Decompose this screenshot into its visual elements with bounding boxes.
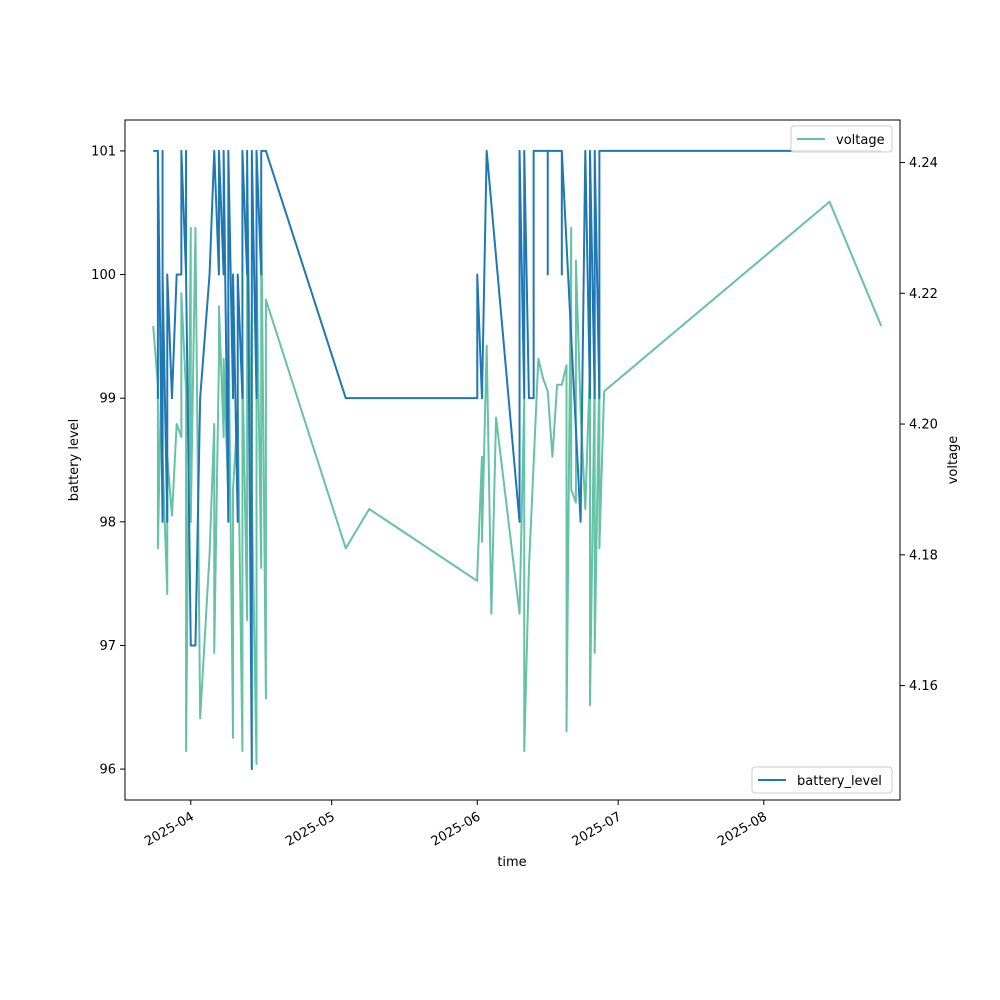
left-y-tick-label: 101 [91,144,116,159]
legend-voltage-box [790,125,893,153]
right-y-tick-label: 4.20 [909,418,938,433]
legend-battery-level: battery_level [751,766,893,794]
legend-voltage: voltage [790,125,893,153]
legend-voltage-label: voltage [836,133,885,148]
series-line-battery-level [153,149,882,771]
right-y-tick-label: 4.18 [909,548,938,563]
x-axis-label: time [497,855,526,870]
legend-battery-level-label: battery_level [797,774,882,789]
right-y-tick-label: 4.24 [909,156,938,171]
left-y-tick-label: 100 [91,268,116,283]
right-y-tick-label: 4.22 [909,287,938,302]
legend-battery-level-box [751,766,893,794]
left-y-tick-label: 96 [99,763,116,778]
right-y-axis-label: voltage [946,436,961,485]
plot-frame [124,119,901,801]
left-y-axis-label: battery level [67,419,82,502]
right-y-axis: 4.16 4.18 4.20 4.22 4.24 [900,156,938,694]
left-y-tick-label: 99 [99,392,116,407]
left-y-tick-label: 97 [99,639,116,654]
left-y-tick-label: 98 [99,515,116,530]
right-y-tick-label: 4.16 [909,679,938,694]
left-y-axis: 96 97 98 99 100 101 [91,144,125,778]
series-layer [152,149,883,771]
